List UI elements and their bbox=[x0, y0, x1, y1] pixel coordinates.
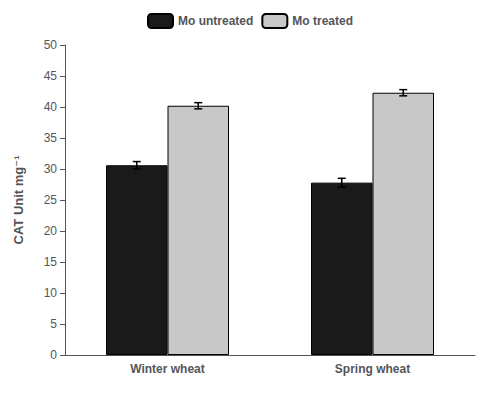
svg-text:Winter wheat: Winter wheat bbox=[130, 362, 205, 376]
svg-text:50: 50 bbox=[44, 38, 58, 52]
svg-text:Mo untreated: Mo untreated bbox=[178, 14, 253, 28]
svg-text:20: 20 bbox=[44, 224, 58, 238]
svg-text:CAT Unit mg⁻¹: CAT Unit mg⁻¹ bbox=[11, 156, 26, 245]
svg-text:Mo treated: Mo treated bbox=[292, 14, 353, 28]
svg-text:45: 45 bbox=[44, 69, 58, 83]
svg-text:Spring wheat: Spring wheat bbox=[335, 362, 410, 376]
svg-text:0: 0 bbox=[50, 348, 57, 362]
svg-text:5: 5 bbox=[50, 317, 57, 331]
svg-text:40: 40 bbox=[44, 100, 58, 114]
svg-text:25: 25 bbox=[44, 193, 58, 207]
svg-text:35: 35 bbox=[44, 131, 58, 145]
svg-text:10: 10 bbox=[44, 286, 58, 300]
svg-text:30: 30 bbox=[44, 162, 58, 176]
svg-text:15: 15 bbox=[44, 255, 58, 269]
